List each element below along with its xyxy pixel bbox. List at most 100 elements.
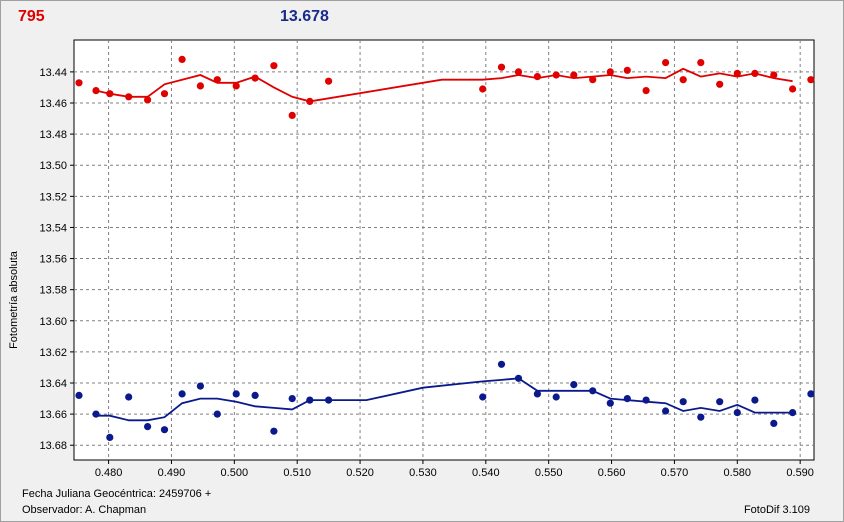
- y-tick-label: 13.66: [39, 409, 67, 421]
- software-version-label: FotoDif 3.109: [743, 504, 810, 516]
- x-tick-label: 0.510: [283, 467, 311, 479]
- data-point-series-1: [807, 76, 815, 84]
- data-point-series-1: [125, 93, 133, 101]
- y-tick-labels: 13.44 13.46 13.48 13.50 13.52 13.54 13.56 13.58…: [39, 67, 67, 452]
- data-point-series-2: [751, 396, 759, 404]
- y-tick-label: 13.58: [39, 285, 67, 297]
- x-tick-label: 0.530: [409, 467, 437, 479]
- data-point-series-1: [196, 82, 204, 90]
- data-point-series-1: [789, 85, 797, 93]
- data-point-series-2: [213, 410, 221, 418]
- data-point-series-2: [514, 374, 523, 382]
- y-tick-label: 13.60: [39, 316, 67, 328]
- x-tick-label: 0.570: [661, 467, 689, 479]
- data-point-series-2: [325, 396, 333, 404]
- data-point-series-1: [75, 79, 83, 87]
- data-point-series-1: [232, 82, 240, 90]
- data-point-series-1: [570, 71, 578, 79]
- data-point-series-2: [306, 396, 314, 404]
- data-point-series-1: [606, 68, 614, 76]
- data-point-series-1: [733, 69, 741, 77]
- data-point-series-2: [623, 395, 631, 403]
- data-point-series-1: [106, 90, 114, 98]
- data-point-series-1: [306, 97, 314, 105]
- data-point-series-2: [716, 398, 724, 406]
- data-point-series-1: [623, 66, 631, 74]
- data-point-series-1: [178, 55, 186, 64]
- data-point-series-2: [251, 391, 259, 399]
- data-point-series-1: [751, 69, 759, 77]
- y-tick-label: 13.54: [39, 222, 67, 234]
- data-point-series-2: [533, 390, 542, 398]
- y-tick-label: 13.50: [39, 160, 67, 172]
- object-id-label: 795: [18, 8, 45, 25]
- data-point-series-2: [288, 395, 296, 403]
- data-point-series-2: [662, 407, 670, 415]
- data-point-series-2: [125, 393, 133, 401]
- y-tick-label: 13.68: [39, 440, 67, 452]
- y-tick-label: 13.52: [39, 191, 67, 203]
- x-tick-label: 0.490: [158, 467, 186, 479]
- data-point-series-2: [196, 382, 204, 390]
- data-point-series-2: [178, 390, 186, 398]
- observer-label: Observador: A. Chapman: [22, 504, 147, 516]
- x-tick-label: 0.500: [221, 467, 249, 479]
- y-tick-label: 13.64: [39, 378, 67, 390]
- y-tick-label: 13.46: [39, 98, 67, 110]
- data-point-series-1: [533, 73, 542, 81]
- magnitude-label: 13.678: [280, 8, 329, 25]
- y-tick-label: 13.62: [39, 347, 67, 359]
- data-point-series-1: [697, 59, 705, 67]
- data-point-series-2: [570, 381, 578, 389]
- data-point-series-2: [789, 409, 797, 417]
- trend-line-series-2: [96, 377, 793, 422]
- data-point-series-2: [770, 419, 778, 427]
- x-tick-label: 0.590: [786, 467, 814, 479]
- julian-date-label: Fecha Juliana Geocéntrica: 2459706 +: [22, 488, 212, 500]
- plot-area: [73, 39, 815, 461]
- data-point-series-1: [213, 76, 221, 84]
- data-point-series-1: [662, 59, 670, 67]
- x-tick-label: 0.560: [598, 467, 626, 479]
- data-point-series-2: [75, 391, 83, 399]
- x-tick-label: 0.580: [724, 467, 752, 479]
- data-point-series-1: [92, 87, 100, 95]
- data-point-series-1: [497, 63, 506, 71]
- data-point-series-2: [807, 390, 815, 398]
- y-tick-label: 13.56: [39, 254, 67, 266]
- data-point-series-1: [552, 71, 560, 79]
- data-point-series-2: [92, 410, 100, 418]
- data-point-series-1: [770, 71, 778, 79]
- x-tick-label: 0.540: [472, 467, 500, 479]
- data-point-series-1: [514, 68, 523, 76]
- data-point-series-1: [251, 74, 259, 82]
- data-point-series-2: [479, 393, 487, 401]
- data-point-series-2: [270, 427, 278, 435]
- data-point-series-2: [642, 396, 650, 404]
- x-tick-label: 0.480: [95, 467, 123, 479]
- data-point-series-1: [479, 85, 487, 93]
- data-point-series-1: [270, 62, 278, 70]
- data-point-series-2: [106, 433, 114, 441]
- data-point-series-2: [606, 399, 614, 407]
- data-point-series-1: [325, 77, 333, 85]
- data-point-series-1: [679, 76, 687, 84]
- data-point-series-2: [144, 423, 152, 431]
- data-point-series-2: [232, 390, 240, 398]
- data-point-series-2: [733, 409, 741, 417]
- data-point-series-1: [144, 96, 152, 104]
- data-point-series-1: [716, 80, 724, 88]
- data-point-series-2: [697, 413, 705, 421]
- data-point-series-1: [589, 76, 597, 84]
- x-tick-label: 0.520: [346, 467, 374, 479]
- data-point-series-2: [160, 426, 169, 434]
- data-point-series-1: [160, 90, 169, 98]
- data-point-series-2: [589, 387, 597, 395]
- trend-lines: [95, 67, 793, 422]
- x-tick-label: 0.550: [535, 467, 563, 479]
- data-point-series-2: [679, 398, 687, 406]
- trend-line-series-1: [95, 67, 793, 103]
- data-point-series-1: [642, 87, 650, 95]
- data-points: [75, 55, 815, 441]
